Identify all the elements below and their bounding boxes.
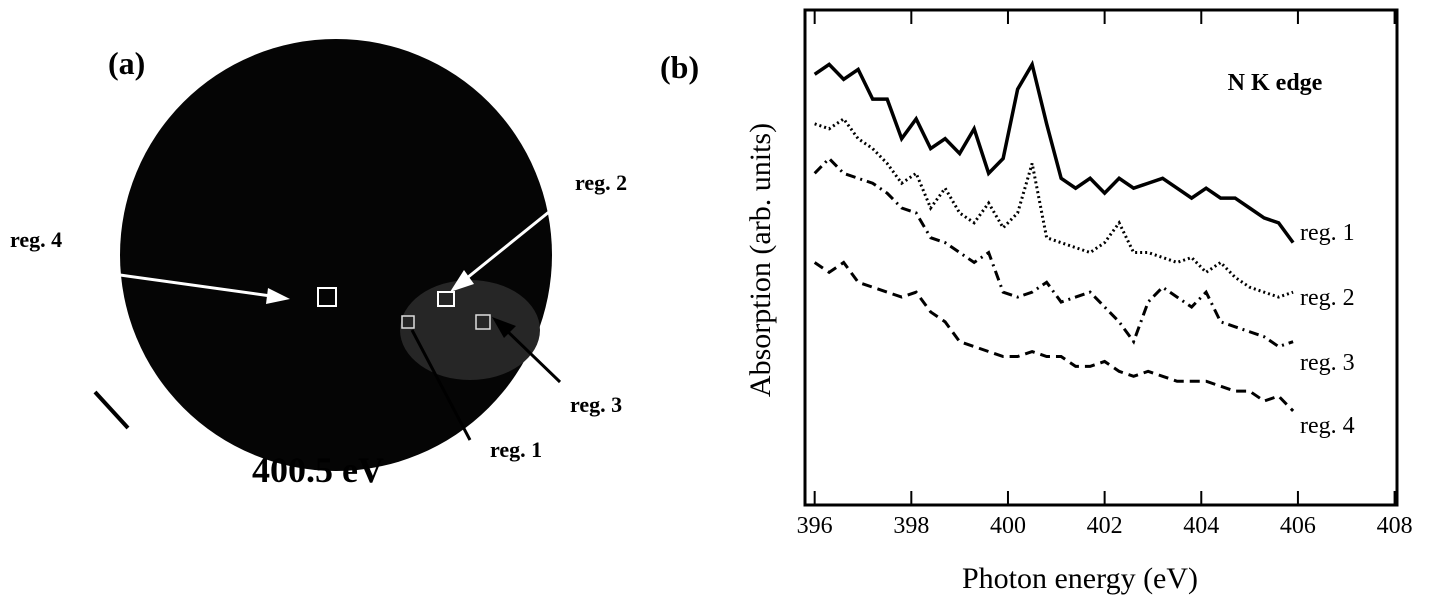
energy-label: 400.5 eV bbox=[252, 450, 384, 490]
arrowhead bbox=[492, 317, 516, 338]
x-tick-label: 404 bbox=[1183, 513, 1219, 539]
panel-label: (b) bbox=[660, 49, 699, 85]
region-box bbox=[317, 287, 337, 307]
series-line bbox=[813, 260, 1295, 412]
region-label: reg. 4 bbox=[10, 227, 62, 252]
x-tick-label: 406 bbox=[1280, 513, 1316, 539]
series-label: reg. 1 bbox=[1300, 220, 1355, 246]
region-box bbox=[401, 315, 415, 329]
y-axis-label: Absorption (arb. units) bbox=[744, 123, 777, 397]
panel-label: (a) bbox=[108, 45, 145, 81]
arrowhead bbox=[266, 288, 290, 304]
plot-frame bbox=[803, 8, 1399, 507]
series-label: reg. 2 bbox=[1300, 285, 1355, 311]
annotation: N K edge bbox=[1228, 70, 1323, 96]
arrow bbox=[500, 324, 562, 384]
series-line bbox=[813, 59, 1295, 244]
x-axis-label: Photon energy (eV) bbox=[962, 562, 1198, 595]
region-box bbox=[437, 291, 455, 307]
bright-region bbox=[400, 280, 540, 380]
region-label: reg. 1 bbox=[490, 437, 542, 462]
region-label: reg. 3 bbox=[570, 392, 622, 417]
arrowhead bbox=[450, 270, 474, 292]
scratch bbox=[93, 390, 130, 430]
series-line bbox=[813, 156, 1294, 349]
x-tick-label: 396 bbox=[797, 513, 833, 539]
arrow bbox=[119, 273, 279, 299]
x-tick-label: 402 bbox=[1087, 513, 1123, 539]
series-line bbox=[814, 116, 1294, 299]
x-tick-label: 400 bbox=[990, 513, 1026, 539]
x-tick-label: 398 bbox=[893, 513, 929, 539]
micrograph bbox=[120, 39, 552, 471]
panel-a: (a) reg. 4 reg. 2 reg. 3 reg. 1 400.5 eV bbox=[10, 39, 627, 490]
arrow bbox=[410, 329, 472, 441]
arrow bbox=[461, 193, 571, 284]
series-label: reg. 4 bbox=[1300, 413, 1355, 439]
x-tick-label: 408 bbox=[1377, 513, 1413, 539]
series-label: reg. 3 bbox=[1300, 350, 1355, 376]
region-label: reg. 2 bbox=[575, 170, 627, 195]
region-box bbox=[475, 314, 491, 330]
